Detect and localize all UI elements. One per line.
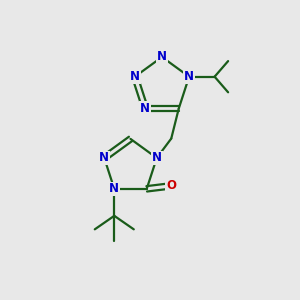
Text: N: N [140, 102, 150, 115]
Text: N: N [184, 70, 194, 83]
Text: N: N [157, 50, 167, 64]
Text: N: N [109, 182, 119, 195]
Text: O: O [166, 179, 176, 192]
Text: N: N [130, 70, 140, 83]
Text: N: N [99, 152, 109, 164]
Text: N: N [152, 152, 162, 164]
